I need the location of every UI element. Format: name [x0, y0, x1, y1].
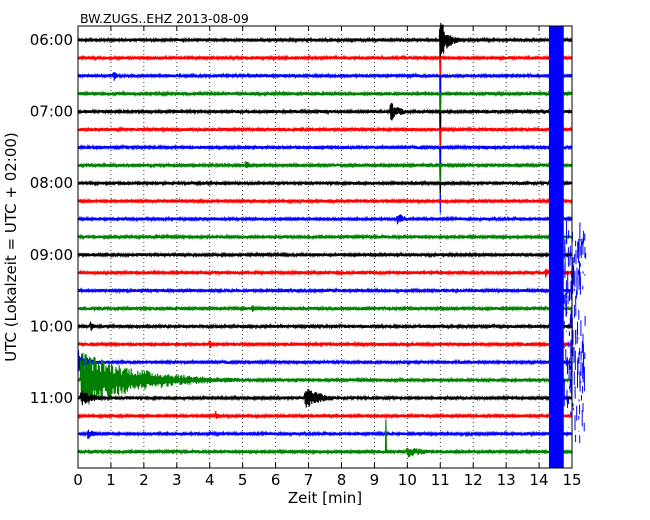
x-axis-label: Zeit [min] — [288, 489, 362, 507]
x-tick-label: 6 — [271, 471, 281, 489]
trace-0930 — [77, 286, 573, 295]
x-tick-label: 1 — [106, 471, 116, 489]
trace-1130 — [77, 429, 573, 440]
trace-1045 — [77, 352, 573, 405]
x-tick-label: 7 — [304, 471, 314, 489]
y-tick-label: 08:00 — [30, 174, 73, 192]
trace-1100 — [77, 388, 573, 408]
trace-0915 — [77, 268, 573, 278]
trace-0715 — [77, 125, 573, 160]
x-tick-label: 8 — [337, 471, 347, 489]
plot-frame — [77, 25, 573, 469]
saturated-band — [548, 26, 564, 468]
x-tick-label: 13 — [497, 471, 516, 489]
saturated-fringe — [563, 221, 587, 444]
saturation-layer — [548, 26, 587, 468]
x-tick-label: 10 — [398, 471, 417, 489]
trace-0800 — [77, 179, 573, 193]
x-axis-ticks: 0 1 2 3 4 5 6 7 8 9 10 11 12 13 14 15 — [73, 26, 582, 489]
y-tick-label: 10:00 — [30, 317, 73, 335]
y-tick-label: 11:00 — [30, 389, 73, 407]
x-tick-label: 5 — [238, 471, 248, 489]
traces — [77, 22, 573, 458]
trace-0900 — [77, 251, 573, 259]
x-tick-label: 0 — [73, 471, 83, 489]
trace-0700 — [77, 102, 573, 167]
trace-0730 — [77, 143, 573, 214]
trace-0830 — [77, 214, 573, 225]
x-tick-label: 4 — [205, 471, 215, 489]
x-tick-label: 15 — [562, 471, 581, 489]
x-tick-label: 11 — [431, 471, 450, 489]
trace-0600 — [77, 22, 573, 105]
trace-1115 — [77, 410, 573, 420]
trace-1015 — [77, 340, 573, 349]
y-axis-ticks: 06:00 07:00 08:00 09:00 10:00 11:00 — [30, 31, 572, 407]
y-tick-label: 06:00 — [30, 31, 73, 49]
x-tick-label: 2 — [139, 471, 149, 489]
y-tick-label: 09:00 — [30, 246, 73, 264]
trace-0945 — [77, 304, 573, 313]
trace-1030 — [77, 350, 573, 372]
trace-1000 — [77, 321, 573, 331]
trace-0630 — [77, 72, 573, 143]
trace-0615 — [77, 54, 573, 95]
x-tick-label: 14 — [530, 471, 549, 489]
trace-1145 — [77, 419, 573, 458]
x-tick-label: 3 — [172, 471, 182, 489]
trace-0815 — [77, 197, 573, 205]
y-axis-label: UTC (Lokalzeit = UTC + 02:00) — [2, 132, 20, 362]
chart-title: BW.ZUGS..EHZ 2013-08-09 — [80, 11, 249, 26]
x-tick-label: 12 — [464, 471, 483, 489]
trace-0645 — [77, 90, 573, 152]
y-tick-label: 07:00 — [30, 103, 73, 121]
trace-0745 — [77, 161, 573, 194]
trace-0845 — [77, 233, 573, 241]
x-tick-label: 9 — [370, 471, 380, 489]
